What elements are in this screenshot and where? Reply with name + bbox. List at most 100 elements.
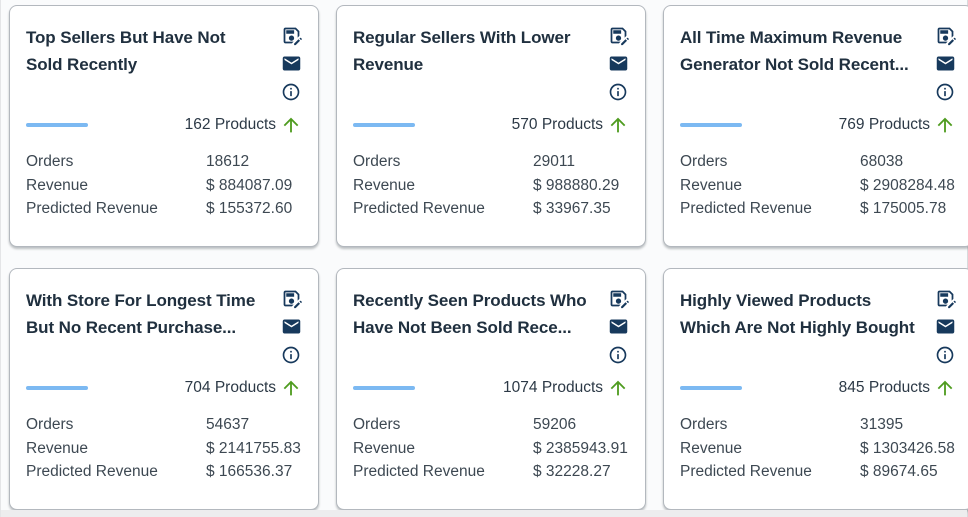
info-button[interactable] — [934, 344, 956, 365]
card-action-icons — [280, 24, 302, 110]
info-button[interactable] — [607, 344, 629, 365]
save-as-icon — [935, 288, 956, 309]
revenue-label: Revenue — [353, 439, 416, 457]
save-as-icon — [935, 25, 956, 46]
edit-segment-button[interactable] — [280, 25, 302, 46]
predicted-revenue-value: $ 155372.60 — [206, 200, 293, 217]
orders-row: Orders 31395 — [680, 413, 956, 437]
orders-label: Orders — [26, 416, 74, 433]
orders-label: Orders — [680, 416, 728, 433]
email-icon — [608, 316, 629, 337]
email-icon — [935, 316, 956, 337]
predicted-revenue-value: $ 175005.78 — [860, 200, 947, 217]
orders-label: Orders — [26, 153, 74, 170]
email-icon — [281, 53, 302, 74]
segment-card: Recently Seen Products Who Have Not Been… — [336, 268, 646, 510]
edit-segment-button[interactable] — [607, 25, 629, 46]
info-button[interactable] — [280, 344, 302, 365]
segment-stats: Orders 31395 Revenue $ 1303426.58 Predic… — [680, 413, 956, 484]
info-icon — [608, 82, 628, 102]
orders-value: 31395 — [860, 416, 904, 433]
save-as-icon — [281, 288, 302, 309]
predicted-revenue-value: $ 33967.35 — [533, 200, 611, 217]
info-icon — [935, 82, 955, 102]
orders-row: Orders 59206 — [353, 413, 629, 437]
orders-value: 29011 — [533, 153, 575, 170]
accent-underline — [353, 386, 415, 390]
segment-stats: Orders 29011 Revenue $ 988880.29 Predict… — [353, 150, 629, 221]
segment-stats: Orders 59206 Revenue $ 2385943.91 Predic… — [353, 413, 629, 484]
email-segment-button[interactable] — [607, 316, 629, 337]
card-action-icons — [280, 287, 302, 373]
predicted-revenue-row: Predicted Revenue $ 32228.27 — [353, 460, 629, 484]
accent-underline — [680, 123, 742, 127]
orders-label: Orders — [353, 153, 401, 170]
revenue-value: $ 988880.29 — [533, 176, 620, 194]
edit-segment-button[interactable] — [934, 25, 956, 46]
save-as-icon — [608, 288, 629, 309]
revenue-label: Revenue — [680, 176, 743, 194]
card-action-icons — [934, 287, 956, 373]
email-icon — [281, 316, 302, 337]
orders-label: Orders — [353, 416, 401, 433]
revenue-value: $ 884087.09 — [206, 176, 293, 194]
card-header: All Time Maximum Revenue Generator Not S… — [680, 24, 956, 110]
arrow-up-icon — [607, 377, 629, 399]
products-count: 845 Products — [838, 379, 930, 396]
email-segment-button[interactable] — [607, 53, 629, 74]
card-header: Recently Seen Products Who Have Not Been… — [353, 287, 629, 373]
info-button[interactable] — [607, 81, 629, 102]
card-action-icons — [607, 24, 629, 110]
orders-value: 18612 — [206, 153, 250, 170]
accent-underline — [680, 386, 742, 390]
info-button[interactable] — [280, 81, 302, 102]
segment-title: All Time Maximum Revenue Generator Not S… — [680, 28, 909, 74]
predicted-revenue-value: $ 166536.37 — [206, 463, 293, 480]
predicted-revenue-label: Predicted Revenue — [680, 200, 812, 217]
email-segment-button[interactable] — [280, 53, 302, 74]
orders-row: Orders 68038 — [680, 150, 956, 174]
edit-segment-button[interactable] — [280, 288, 302, 309]
email-segment-button[interactable] — [934, 316, 956, 337]
email-segment-button[interactable] — [280, 316, 302, 337]
products-count: 162 Products — [184, 116, 276, 133]
products-row: 769 Products — [680, 114, 956, 136]
edit-segment-button[interactable] — [934, 288, 956, 309]
revenue-row: Revenue $ 1303426.58 — [680, 437, 956, 461]
info-button[interactable] — [934, 81, 956, 102]
accent-underline — [26, 123, 88, 127]
revenue-row: Revenue $ 884087.09 — [26, 174, 302, 198]
predicted-revenue-value: $ 32228.27 — [533, 463, 611, 480]
segment-card: With Store For Longest Time But No Recen… — [9, 268, 319, 510]
arrow-up-icon — [280, 377, 302, 399]
products-count: 1074 Products — [503, 379, 603, 396]
orders-row: Orders 18612 — [26, 150, 302, 174]
arrow-up-icon — [934, 377, 956, 399]
predicted-revenue-row: Predicted Revenue $ 33967.35 — [353, 197, 629, 221]
predicted-revenue-row: Predicted Revenue $ 166536.37 — [26, 460, 302, 484]
card-action-icons — [934, 24, 956, 110]
revenue-row: Revenue $ 2141755.83 — [26, 437, 302, 461]
revenue-label: Revenue — [26, 176, 89, 194]
predicted-revenue-label: Predicted Revenue — [26, 200, 158, 217]
orders-label: Orders — [680, 153, 728, 170]
predicted-revenue-value: $ 89674.65 — [860, 463, 938, 480]
segment-title: With Store For Longest Time But No Recen… — [26, 291, 256, 337]
revenue-row: Revenue $ 2908284.48 — [680, 174, 956, 198]
save-as-icon — [608, 25, 629, 46]
orders-row: Orders 54637 — [26, 413, 302, 437]
edit-segment-button[interactable] — [607, 288, 629, 309]
card-header: Regular Sellers With Lower Revenue — [353, 24, 629, 110]
arrow-up-icon — [607, 114, 629, 136]
revenue-row: Revenue $ 2385943.91 — [353, 437, 629, 461]
info-icon — [935, 345, 955, 365]
predicted-revenue-label: Predicted Revenue — [680, 463, 812, 480]
accent-underline — [26, 386, 88, 390]
products-count: 704 Products — [184, 379, 276, 396]
revenue-label: Revenue — [26, 439, 89, 457]
email-segment-button[interactable] — [934, 53, 956, 74]
segment-card: Top Sellers But Have Not Sold Recently — [9, 5, 319, 247]
segment-title: Top Sellers But Have Not Sold Recently — [26, 28, 226, 74]
